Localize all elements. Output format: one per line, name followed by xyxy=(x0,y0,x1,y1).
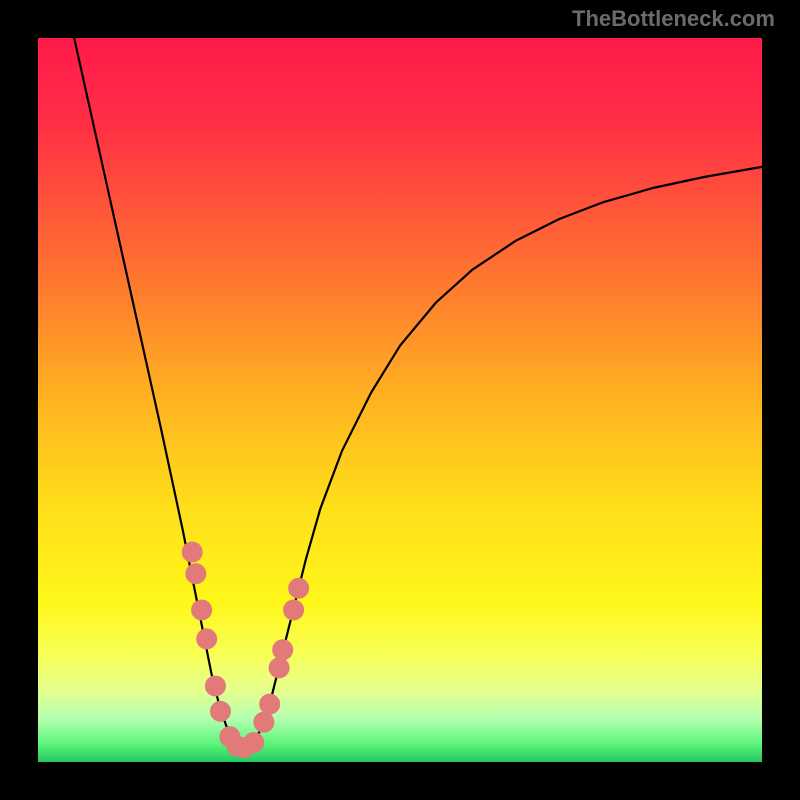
data-marker xyxy=(260,694,280,714)
chart-canvas: TheBottleneck.com xyxy=(0,0,800,800)
data-marker xyxy=(197,629,217,649)
data-marker xyxy=(273,640,293,660)
data-marker xyxy=(210,701,230,721)
data-marker xyxy=(244,732,264,752)
plot-background xyxy=(38,38,762,762)
data-marker xyxy=(284,600,304,620)
data-marker xyxy=(192,600,212,620)
data-marker xyxy=(289,578,309,598)
chart-svg xyxy=(0,0,800,800)
data-marker xyxy=(186,564,206,584)
data-marker xyxy=(254,712,274,732)
data-marker xyxy=(182,542,202,562)
watermark-text: TheBottleneck.com xyxy=(572,6,775,32)
data-marker xyxy=(269,658,289,678)
data-marker xyxy=(205,676,225,696)
